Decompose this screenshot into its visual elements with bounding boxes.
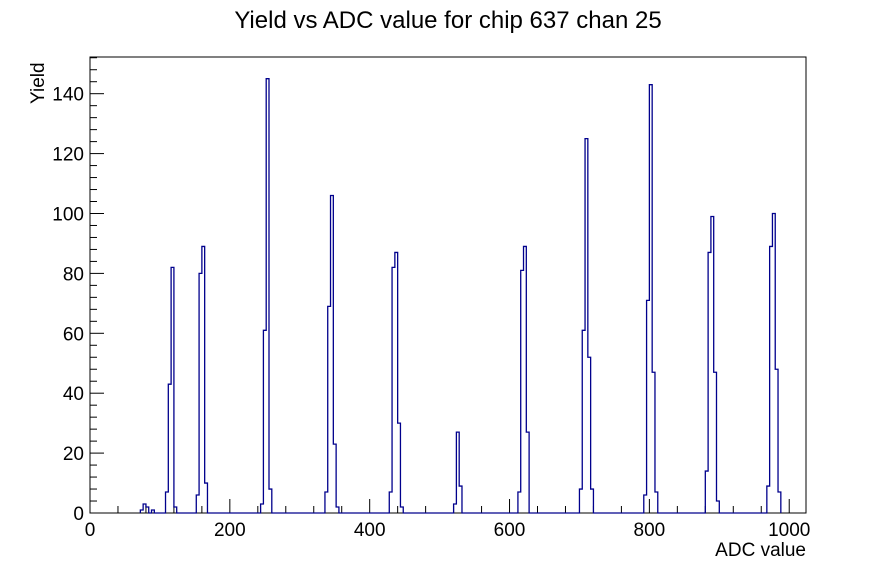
x-tick-label: 600: [494, 520, 526, 541]
histogram-line: [139, 78, 782, 514]
chart-title: Yield vs ADC value for chip 637 chan 25: [234, 7, 662, 34]
x-tick-label: 400: [354, 520, 386, 541]
y-tick-label: 120: [52, 145, 84, 166]
x-tick-label: 1000: [768, 520, 810, 541]
y-tick-label: 140: [52, 85, 84, 106]
x-axis-title: ADC value: [715, 540, 806, 561]
y-tick-label: 20: [63, 444, 84, 465]
x-tick-label: 0: [85, 520, 96, 541]
y-axis-title: Yield: [28, 62, 49, 104]
x-tick-label: 800: [634, 520, 666, 541]
y-tick-label: 60: [63, 324, 84, 345]
axis-tick-labels: 0 200 400 600 800 1000 0 20 40 60 80 100 120 140: [52, 85, 810, 541]
x-tick-label: 200: [214, 520, 246, 541]
y-tick-label: 100: [52, 204, 84, 225]
y-tick-label: 40: [63, 384, 84, 405]
plot-frame: [89, 56, 807, 514]
y-tick-label: 0: [73, 504, 84, 525]
y-tick-label: 80: [63, 264, 84, 285]
axis-ticks: [89, 57, 790, 514]
